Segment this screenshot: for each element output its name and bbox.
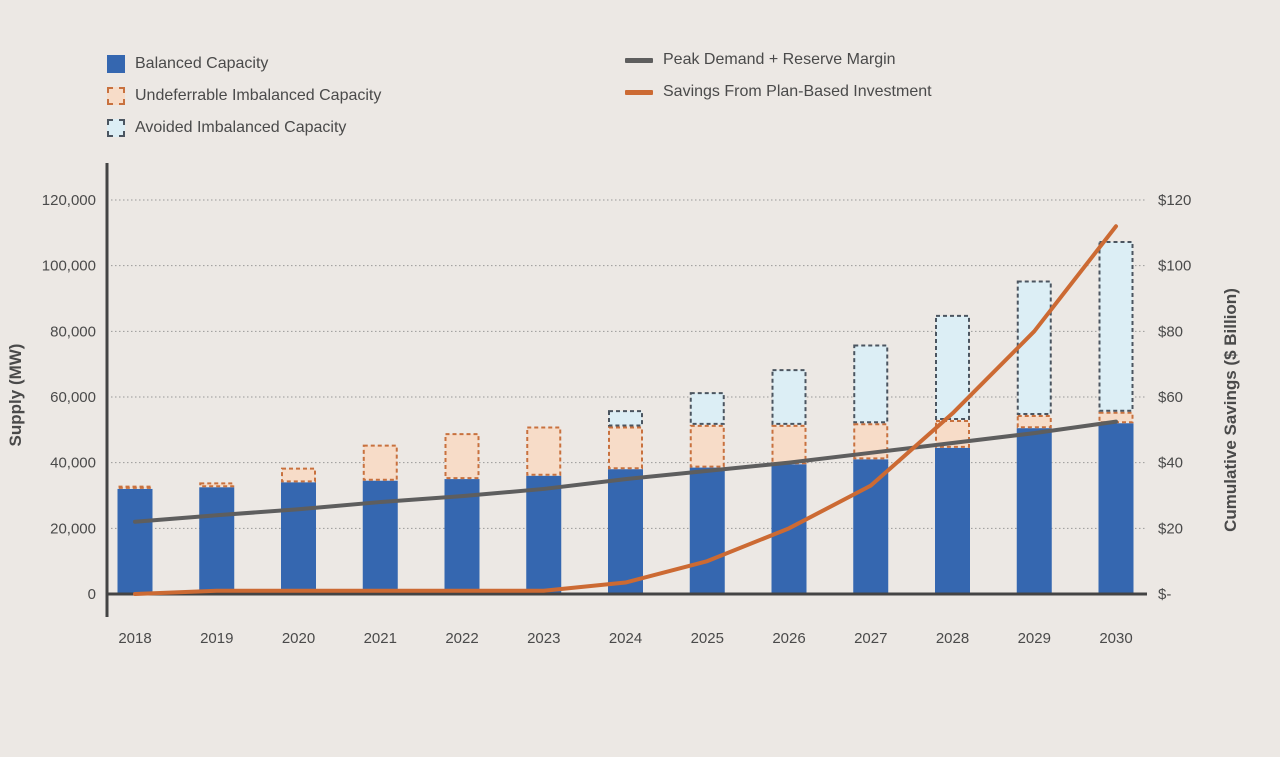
y-left-tick-label: 40,000 bbox=[50, 455, 96, 472]
axes bbox=[105, 163, 1147, 617]
legend-item-undeferrable: Undeferrable Imbalanced Capacity bbox=[107, 87, 381, 105]
x-tick-label: 2022 bbox=[445, 630, 478, 647]
bar-undeferrable bbox=[444, 433, 480, 480]
bar-avoided bbox=[771, 369, 807, 425]
x-tick-label: 2026 bbox=[772, 630, 805, 647]
bar-undeferrable bbox=[689, 424, 725, 468]
y-right-tick-label: $40 bbox=[1158, 455, 1183, 472]
bar-balanced bbox=[117, 488, 153, 594]
bar-balanced bbox=[689, 467, 725, 594]
bar-undeferrable bbox=[771, 424, 807, 465]
y-right-axis-title: Cumulative Savings ($ Billion) bbox=[1221, 288, 1240, 532]
bars bbox=[117, 241, 1134, 594]
x-tick-label: 2024 bbox=[609, 630, 642, 647]
series-line-savings bbox=[133, 224, 1118, 596]
legend-item-savings: Savings From Plan-Based Investment bbox=[625, 83, 932, 101]
bar-avoided bbox=[853, 344, 889, 424]
y-right-tick-label: $- bbox=[1158, 586, 1171, 603]
bar-undeferrable bbox=[199, 482, 235, 488]
legend-label-savings: Savings From Plan-Based Investment bbox=[663, 83, 932, 100]
series-line-peak-demand bbox=[133, 419, 1118, 524]
bar-balanced bbox=[1016, 428, 1052, 594]
x-tick-label: 2018 bbox=[118, 630, 151, 647]
bar-balanced bbox=[853, 459, 889, 594]
bar-balanced bbox=[199, 487, 235, 594]
y-left-tick-label: 20,000 bbox=[50, 520, 96, 537]
legend-item-balanced: Balanced Capacity bbox=[107, 55, 268, 73]
y-left-axis-title: Supply (MW) bbox=[6, 344, 25, 447]
y-right-tick-label: $100 bbox=[1158, 258, 1191, 275]
y-left-tick-label: 60,000 bbox=[50, 389, 96, 406]
bar-avoided bbox=[1016, 280, 1052, 416]
bar-avoided bbox=[608, 410, 643, 427]
bar-undeferrable bbox=[362, 444, 398, 481]
legend-item-peak: Peak Demand + Reserve Margin bbox=[625, 51, 896, 69]
legend-label-undeferrable: Undeferrable Imbalanced Capacity bbox=[135, 87, 382, 104]
tick-labels: 0 20,000 40,000 60,000 80,000 100,000 120,000 $… bbox=[42, 192, 1192, 647]
bar-undeferrable bbox=[1016, 415, 1052, 429]
bar-undeferrable bbox=[608, 426, 643, 470]
bar-undeferrable bbox=[281, 467, 316, 483]
legend-item-avoided: Avoided Imbalanced Capacity bbox=[107, 119, 346, 137]
bar-balanced bbox=[608, 469, 643, 594]
bar-balanced bbox=[526, 475, 562, 594]
y-right-tick-label: $120 bbox=[1158, 192, 1191, 209]
x-tick-label: 2030 bbox=[1099, 630, 1132, 647]
bar-avoided bbox=[689, 392, 725, 425]
x-tick-label: 2027 bbox=[854, 630, 887, 647]
x-tick-label: 2028 bbox=[936, 630, 969, 647]
bar-undeferrable bbox=[117, 485, 153, 489]
bar-avoided bbox=[1098, 241, 1134, 412]
y-left-tick-label: 0 bbox=[88, 586, 96, 603]
y-left-tick-label: 100,000 bbox=[42, 258, 96, 275]
y-left-tick-label: 80,000 bbox=[50, 323, 96, 340]
legend-swatch-savings bbox=[625, 89, 653, 95]
legend-swatch-undeferrable bbox=[107, 87, 125, 105]
bar-balanced bbox=[362, 480, 398, 594]
x-tick-label: 2019 bbox=[200, 630, 233, 647]
bar-balanced bbox=[281, 482, 316, 594]
lines bbox=[133, 224, 1118, 596]
y-right-tick-label: $60 bbox=[1158, 389, 1183, 406]
legend-label-balanced: Balanced Capacity bbox=[135, 55, 269, 72]
bar-undeferrable bbox=[526, 426, 562, 476]
bar-balanced bbox=[1098, 423, 1134, 594]
legend-swatch-balanced bbox=[107, 55, 125, 73]
legend-label-peak: Peak Demand + Reserve Margin bbox=[663, 51, 896, 68]
legend-swatch-avoided bbox=[107, 119, 125, 137]
x-tick-label: 2023 bbox=[527, 630, 560, 647]
bar-balanced bbox=[935, 447, 970, 594]
x-tick-label: 2025 bbox=[691, 630, 724, 647]
x-tick-label: 2021 bbox=[364, 630, 397, 647]
x-tick-label: 2029 bbox=[1018, 630, 1051, 647]
y-left-tick-label: 120,000 bbox=[42, 192, 96, 209]
y-right-tick-label: $20 bbox=[1158, 520, 1183, 537]
legend-label-avoided: Avoided Imbalanced Capacity bbox=[135, 119, 347, 136]
legend-swatch-peak bbox=[625, 57, 653, 63]
x-tick-label: 2020 bbox=[282, 630, 315, 647]
y-right-tick-label: $80 bbox=[1158, 323, 1183, 340]
